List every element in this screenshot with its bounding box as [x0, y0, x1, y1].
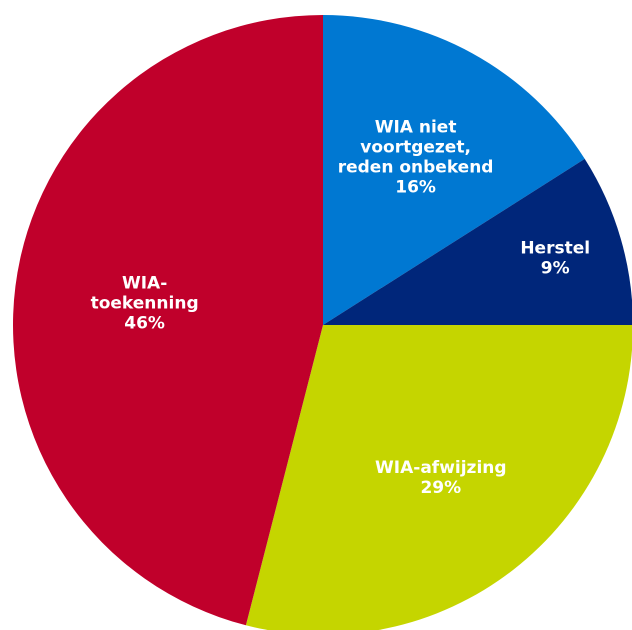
- pie-slice: [245, 325, 632, 630]
- pie-slice-label-line: WIA niet: [375, 118, 457, 138]
- pie-slice-label: WIA niet voortgezet, reden onbekend 16%: [338, 118, 494, 198]
- pie-slices: [12, 15, 632, 630]
- pie-labels: WIA niet voortgezet, reden onbekend 16% Hers…: [91, 118, 590, 498]
- pie-slice: [323, 15, 585, 325]
- pie-slice-label-line: WIA-: [122, 273, 167, 293]
- pie-slice-label-line: toekenning: [91, 293, 199, 313]
- pie-slice-label: Herstel 9%: [520, 239, 590, 279]
- pie-slice-percent: 9%: [541, 259, 570, 279]
- pie-slice-percent: 46%: [124, 313, 165, 333]
- pie-slice: [12, 15, 323, 626]
- pie-slice-label-line: reden onbekend: [338, 158, 494, 178]
- pie-slice-label: WIA-afwijzing 29%: [375, 458, 507, 498]
- pie-slice-label-line: voortgezet,: [360, 138, 471, 158]
- pie-slice-label: WIA-toekenning 46%: [91, 273, 199, 333]
- pie-slice-label-line: WIA-afwijzing: [375, 458, 507, 478]
- pie-slice-percent: 16%: [395, 178, 436, 198]
- pie-slice: [323, 158, 632, 325]
- pie-slice-label-line: Herstel: [520, 239, 590, 259]
- pie-slice-percent: 29%: [420, 478, 461, 498]
